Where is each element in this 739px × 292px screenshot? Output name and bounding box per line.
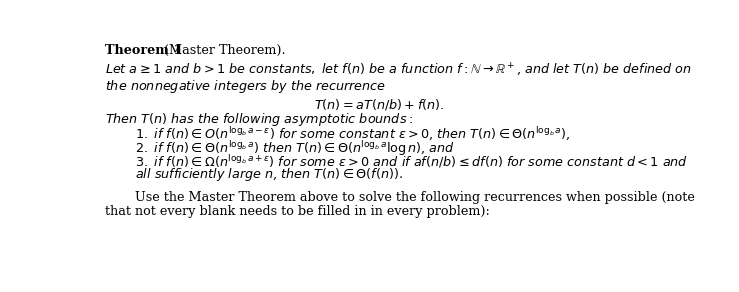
Text: Use the Master Theorem above to solve the following recurrences when possible (n: Use the Master Theorem above to solve th… [135, 191, 695, 204]
Text: $T(n) = aT(n/b) + f(n).$: $T(n) = aT(n/b) + f(n).$ [313, 97, 444, 112]
Text: $\mathit{all\ sufficiently\ large}$ $n$, $\mathit{then}$ $T(n) \in \Theta(f(n))$: $\mathit{all\ sufficiently\ large}$ $n$,… [135, 166, 403, 183]
Text: $\mathit{3.\ if}$ $f(n) \in \Omega(n^{\log_b a+\varepsilon})$ $\mathit{for\ some: $\mathit{3.\ if}$ $f(n) \in \Omega(n^{\l… [135, 153, 689, 170]
Text: Theorem 1: Theorem 1 [105, 44, 183, 57]
Text: $\it{Let}$ $a \geq 1$ $\it{and}$ $b > 1$ $\it{be\ constants,\ let}$ $f(n)$ $\it{: $\it{Let}$ $a \geq 1$ $\it{and}$ $b > 1$… [105, 62, 692, 78]
Text: $\mathit{1.\ if}$ $f(n) \in O(n^{\log_b a-\varepsilon})$ $\mathit{for\ some\ con: $\mathit{1.\ if}$ $f(n) \in O(n^{\log_b … [135, 126, 571, 143]
Text: $\mathit{2.\ if}$ $f(n) \in \Theta(n^{\log_b a})$ $\mathit{then}$ $T(n) \in \The: $\mathit{2.\ if}$ $f(n) \in \Theta(n^{\l… [135, 139, 455, 158]
Text: $\it{the\ nonnegative\ integers\ by\ the\ recurrence}$: $\it{the\ nonnegative\ integers\ by\ the… [105, 78, 386, 95]
Text: (Master Theorem).: (Master Theorem). [160, 44, 285, 57]
Text: that not every blank needs to be filled in in every problem):: that not every blank needs to be filled … [105, 205, 490, 218]
Text: $\it{Then}$ $T(n)$ $\it{has\ the\ following\ asymptotic\ bounds:}$: $\it{Then}$ $T(n)$ $\it{has\ the\ follow… [105, 112, 413, 128]
